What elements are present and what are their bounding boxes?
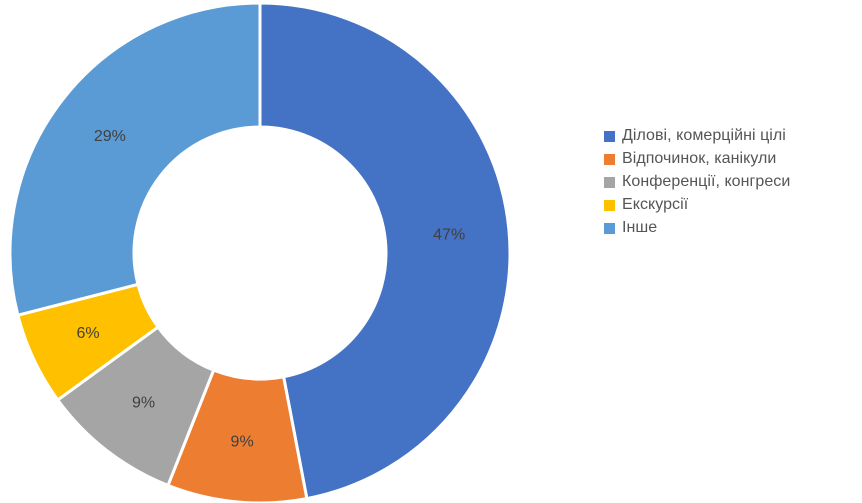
legend-swatch-vacation bbox=[604, 153, 615, 165]
legend-swatch-excursions bbox=[604, 199, 615, 211]
legend-item-excursions: Екскурсії bbox=[604, 194, 859, 216]
legend-label-business: Ділові, комерційні цілі bbox=[622, 127, 786, 144]
data-label-business: 47% bbox=[433, 226, 465, 243]
data-label-excursions: 6% bbox=[77, 325, 100, 342]
donut-slice-other bbox=[8, 1, 262, 317]
donut-chart-plot: 47% 9% 9% 6% 29% bbox=[8, 1, 512, 503]
legend-label-other: Інше bbox=[622, 219, 658, 236]
data-label-other: 29% bbox=[94, 128, 126, 145]
legend-item-conferences: Конференції, конгреси bbox=[604, 171, 859, 193]
legend-label-vacation: Відпочинок, канікули bbox=[622, 150, 777, 167]
chart-legend: Ділові, комерційні цілі Відпочинок, кані… bbox=[604, 125, 859, 240]
data-label-vacation: 9% bbox=[231, 433, 254, 450]
data-label-conferences: 9% bbox=[132, 394, 155, 411]
legend-swatch-business bbox=[604, 130, 615, 142]
legend-item-business: Ділові, комерційні цілі bbox=[604, 125, 859, 147]
donut-slice-business bbox=[258, 1, 512, 501]
legend-item-vacation: Відпочинок, канікули bbox=[604, 148, 859, 170]
legend-label-excursions: Екскурсії bbox=[622, 196, 689, 213]
legend-label-conferences: Конференції, конгреси bbox=[622, 173, 791, 190]
legend-swatch-conferences bbox=[604, 176, 615, 188]
legend-item-other: Інше bbox=[604, 217, 859, 239]
legend-swatch-other bbox=[604, 222, 615, 234]
